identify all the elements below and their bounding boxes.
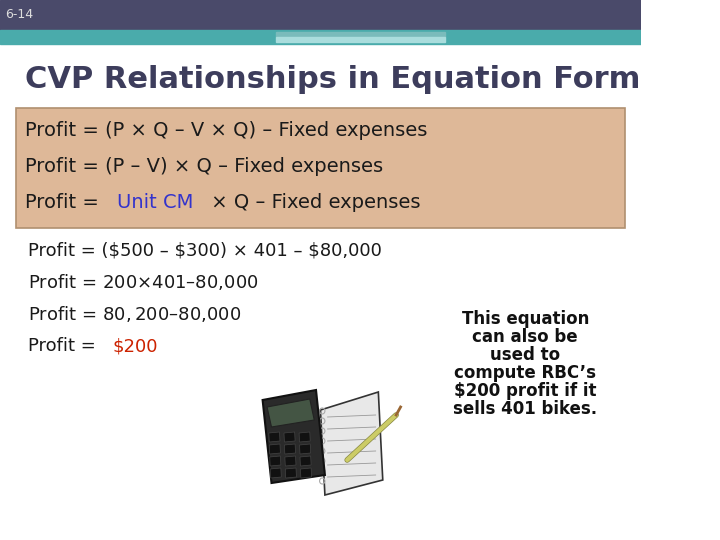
Text: × Q – Fixed expenses: × Q – Fixed expenses: [204, 192, 420, 212]
Polygon shape: [320, 392, 383, 495]
Polygon shape: [284, 432, 295, 442]
Text: can also be: can also be: [472, 328, 578, 346]
Polygon shape: [269, 444, 280, 454]
Text: Profit =: Profit =: [25, 192, 105, 212]
Bar: [276, 32, 445, 37]
Polygon shape: [270, 468, 282, 478]
Text: Profit =: Profit =: [29, 337, 102, 355]
Polygon shape: [285, 456, 296, 466]
Bar: [0, 30, 641, 44]
Text: $200 profit if it: $200 profit if it: [454, 382, 596, 400]
Bar: [276, 37, 445, 42]
Text: compute RBC’s: compute RBC’s: [454, 364, 596, 382]
Text: $200: $200: [113, 337, 158, 355]
Bar: [0, 0, 641, 30]
Polygon shape: [284, 444, 295, 454]
Polygon shape: [270, 456, 281, 466]
Bar: [16, 108, 625, 228]
Text: Unit CM: Unit CM: [117, 192, 194, 212]
Polygon shape: [300, 456, 311, 466]
Text: CVP Relationships in Equation Form: CVP Relationships in Equation Form: [25, 65, 640, 94]
Text: Profit = $80,200 – $80,000: Profit = $80,200 – $80,000: [29, 304, 242, 324]
Text: used to: used to: [490, 346, 560, 364]
Text: This equation: This equation: [462, 310, 589, 328]
Polygon shape: [285, 468, 297, 478]
Text: sells 401 bikes.: sells 401 bikes.: [453, 400, 598, 418]
Polygon shape: [300, 468, 312, 478]
Polygon shape: [269, 432, 280, 442]
Polygon shape: [299, 432, 310, 442]
Polygon shape: [263, 390, 325, 483]
Text: Profit = ($500 – $300) × 401 – $80,000: Profit = ($500 – $300) × 401 – $80,000: [29, 241, 382, 259]
Text: Profit = $200 × 401 – $80,000: Profit = $200 × 401 – $80,000: [29, 272, 259, 292]
Polygon shape: [267, 399, 314, 427]
Text: 6-14: 6-14: [5, 9, 33, 22]
Text: Profit = (P – V) × Q – Fixed expenses: Profit = (P – V) × Q – Fixed expenses: [25, 157, 383, 176]
Text: Profit = (P × Q – V × Q) – Fixed expenses: Profit = (P × Q – V × Q) – Fixed expense…: [25, 120, 427, 139]
Polygon shape: [300, 444, 310, 454]
